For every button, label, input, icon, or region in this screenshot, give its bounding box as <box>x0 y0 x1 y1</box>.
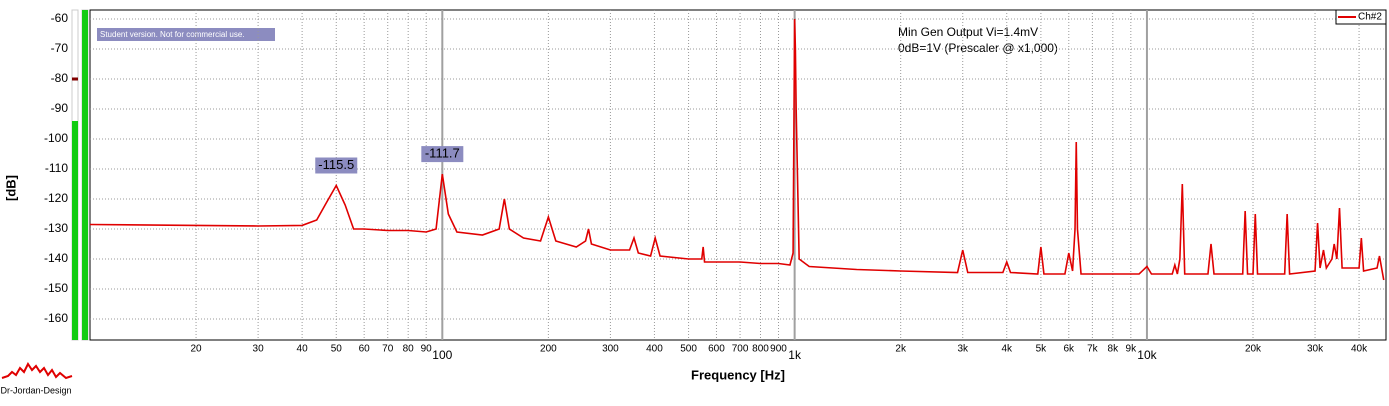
x-tick-label: 800 <box>752 344 769 355</box>
legend-label: Ch#2 <box>1358 12 1382 23</box>
annotation-box <box>421 146 464 163</box>
logo-graphic <box>1 362 73 380</box>
note: 0dB=1V (Prescaler @ x1,000) <box>898 41 1058 55</box>
x-tick-label: 400 <box>646 344 663 355</box>
annotation-label: -111.7 <box>425 146 460 161</box>
meter-bar <box>82 10 88 340</box>
y-tick-label: -160 <box>44 311 68 325</box>
y-tick-label: -70 <box>51 41 69 55</box>
legend-box <box>1335 9 1387 25</box>
logo-text: Dr-Jordan-Design <box>0 385 71 395</box>
y-tick-label: -130 <box>44 221 68 235</box>
line-series <box>89 18 1385 281</box>
x-tick-label: 3k <box>957 344 969 355</box>
meter-bar <box>72 121 78 340</box>
y-axis-label: [dB] <box>3 175 18 201</box>
x-tick-label: 90 <box>421 344 433 355</box>
x-tick-label: 30 <box>253 344 265 355</box>
x-tick-label: 20k <box>1245 344 1262 355</box>
y-tick-label: -110 <box>45 161 68 175</box>
y-tick-label: -120 <box>44 191 68 205</box>
annotation-box <box>315 157 358 174</box>
y-tick-label: -80 <box>51 71 69 85</box>
y-tick-label: -90 <box>51 101 69 115</box>
x-tick-label: 50 <box>331 344 343 355</box>
x-tick-label: 700 <box>732 344 749 355</box>
x-tick-label: 6k <box>1064 344 1076 355</box>
y-tick-label: -150 <box>44 281 68 295</box>
x-tick-label: 10k <box>1137 348 1157 362</box>
banner-box <box>97 28 275 41</box>
x-tick-label: 900 <box>770 344 787 355</box>
annotation-label: -115.5 <box>318 157 354 172</box>
y-tick-label: -140 <box>44 251 68 265</box>
x-tick-label: 7k <box>1087 344 1099 355</box>
y-tick-label: -60 <box>51 11 69 25</box>
y-tick-label: -100 <box>44 131 68 145</box>
x-tick-label: 70 <box>382 344 394 355</box>
x-tick-label: 100 <box>432 348 452 362</box>
x-tick-label: 40k <box>1351 344 1368 355</box>
x-tick-label: 4k <box>1001 344 1013 355</box>
x-tick-label: 60 <box>359 344 371 355</box>
x-tick-label: 500 <box>680 344 697 355</box>
x-tick-label: 300 <box>602 344 619 355</box>
x-tick-label: 600 <box>708 344 725 355</box>
x-tick-label: 20 <box>190 344 202 355</box>
meter-peak <box>72 77 78 81</box>
banner: Student version. Not for commercial use. <box>100 30 245 39</box>
plot-area <box>89 9 1387 341</box>
x-tick-label: 5k <box>1036 344 1048 355</box>
x-tick-label: 200 <box>540 344 557 355</box>
x-tick-label: 9k <box>1126 344 1138 355</box>
x-tick-label: 2k <box>895 344 907 355</box>
x-tick-label: 8k <box>1108 344 1120 355</box>
x-tick-label: 30k <box>1307 344 1324 355</box>
note: Min Gen Output Vi=1.4mV <box>898 25 1038 39</box>
x-tick-label: 80 <box>403 344 415 355</box>
x-axis-label: Frequency [Hz] <box>691 367 785 382</box>
x-tick-label: 40 <box>297 344 309 355</box>
x-tick-label: 1k <box>788 348 802 362</box>
